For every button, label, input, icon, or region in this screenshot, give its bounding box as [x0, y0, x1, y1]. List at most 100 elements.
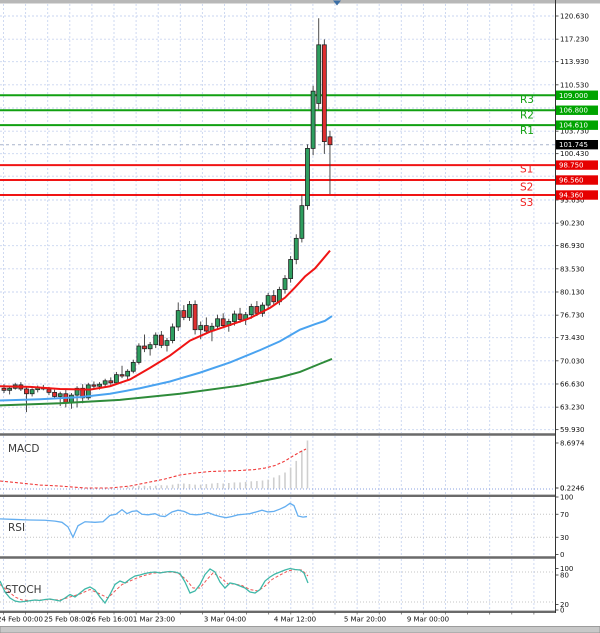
candle	[91, 384, 97, 387]
svg-text:106.800: 106.800	[559, 107, 588, 115]
candle	[147, 344, 153, 350]
candle	[327, 136, 333, 146]
candle	[305, 148, 310, 207]
candle	[142, 345, 147, 350]
candle	[316, 44, 322, 104]
axis-tick-label: 59.930	[560, 426, 585, 434]
candle	[164, 340, 170, 346]
date-label: 24 Feb 00:00	[0, 616, 43, 624]
candle	[158, 334, 164, 346]
macd-panel	[0, 440, 555, 490]
candle	[1, 387, 7, 391]
candle	[299, 205, 305, 239]
top-scroll-strip	[0, 0, 600, 4]
svg-text:98.750: 98.750	[559, 162, 584, 170]
price-axis: 120.630 117.230 113.930 110.530 103.730 100.4…	[555, 13, 598, 615]
date-label: 3 Mar 04:00	[204, 616, 246, 624]
candle	[288, 259, 294, 279]
axis-tick-label: 86.930	[560, 242, 585, 250]
support-label-s3: S3	[520, 197, 533, 209]
ma-slow-green	[0, 358, 333, 407]
price-badge	[556, 105, 598, 115]
axis-tick-label: 63.230	[560, 404, 585, 412]
candle	[282, 278, 288, 290]
price-badge	[556, 160, 598, 170]
axis-tick-label: 0.2246	[560, 485, 585, 493]
candle	[130, 361, 136, 372]
axis-tick-label: 100	[560, 494, 573, 502]
axis-tick-label: 110.530	[560, 81, 589, 89]
candle	[170, 326, 176, 341]
svg-text:109.000: 109.000	[559, 92, 588, 100]
support-label-s2: S2	[520, 182, 533, 194]
candle	[271, 295, 277, 303]
candle	[114, 374, 119, 384]
svg-text:94.360: 94.360	[559, 192, 584, 200]
axis-tick-label: 76.730	[560, 312, 585, 320]
svg-text:101.745: 101.745	[559, 141, 588, 149]
candle	[119, 374, 125, 377]
axis-tick-label: 73.430	[560, 334, 585, 342]
candle	[153, 334, 159, 346]
stoch-label: STOCH	[5, 584, 42, 596]
candle	[102, 380, 108, 385]
moving-averages	[0, 249, 333, 407]
ma-fast-red	[0, 249, 331, 391]
candle	[175, 310, 181, 328]
candle	[97, 383, 102, 387]
macd-signal-line	[0, 448, 307, 489]
candle	[69, 394, 74, 403]
axis-tick-label: 113.930	[560, 58, 589, 66]
candle	[187, 304, 192, 318]
candle	[321, 44, 327, 142]
axis-tick-label: 30	[560, 534, 569, 542]
candle	[232, 313, 237, 322]
price-badge	[556, 90, 598, 100]
price-badge	[556, 120, 598, 130]
candle	[74, 387, 80, 396]
axis-tick-label: 103.730	[560, 128, 589, 136]
candle	[24, 388, 29, 395]
price-badge	[556, 175, 598, 185]
ma-mid-blue	[0, 315, 333, 402]
resistance-label-r2: R2	[520, 110, 534, 122]
date-label: 9 Mar 00:00	[407, 616, 449, 624]
svg-text:96.560: 96.560	[559, 177, 584, 185]
candle	[181, 310, 187, 318]
candle	[7, 387, 13, 391]
axis-tick-label: 80	[560, 572, 569, 580]
date-label: 4 Mar 12:00	[274, 616, 316, 624]
axis-tick-label: 70.030	[560, 357, 585, 365]
candle	[46, 388, 52, 393]
svg-text:104.610: 104.610	[559, 122, 588, 130]
candle	[203, 325, 209, 332]
support-label-s1: S1	[520, 164, 533, 176]
price-badge	[556, 190, 598, 200]
candle	[310, 90, 316, 149]
axis-tick-label: 66.630	[560, 380, 585, 388]
candle	[29, 389, 35, 395]
candle	[293, 237, 299, 260]
axis-tick-label: 120.630	[560, 13, 589, 21]
candle	[192, 304, 198, 331]
axis-tick-label: 83.530	[560, 265, 585, 273]
candle	[85, 384, 91, 399]
support-resistance-lines	[0, 94, 555, 197]
axis-tick-label: 90.230	[560, 220, 585, 228]
date-label: 5 Mar 20:00	[344, 616, 386, 624]
candle	[215, 318, 220, 327]
candle	[52, 391, 57, 397]
candle	[220, 318, 226, 326]
candle	[57, 393, 63, 397]
date-label: 26 Feb 16:00	[87, 616, 133, 624]
date-label: 1 Mar 23:00	[133, 616, 175, 624]
axis-tick-label: 8.6974	[560, 440, 585, 448]
axis-tick-label: 100.430	[560, 150, 589, 158]
candle	[108, 380, 114, 384]
candle	[254, 306, 260, 314]
candle	[260, 304, 265, 314]
